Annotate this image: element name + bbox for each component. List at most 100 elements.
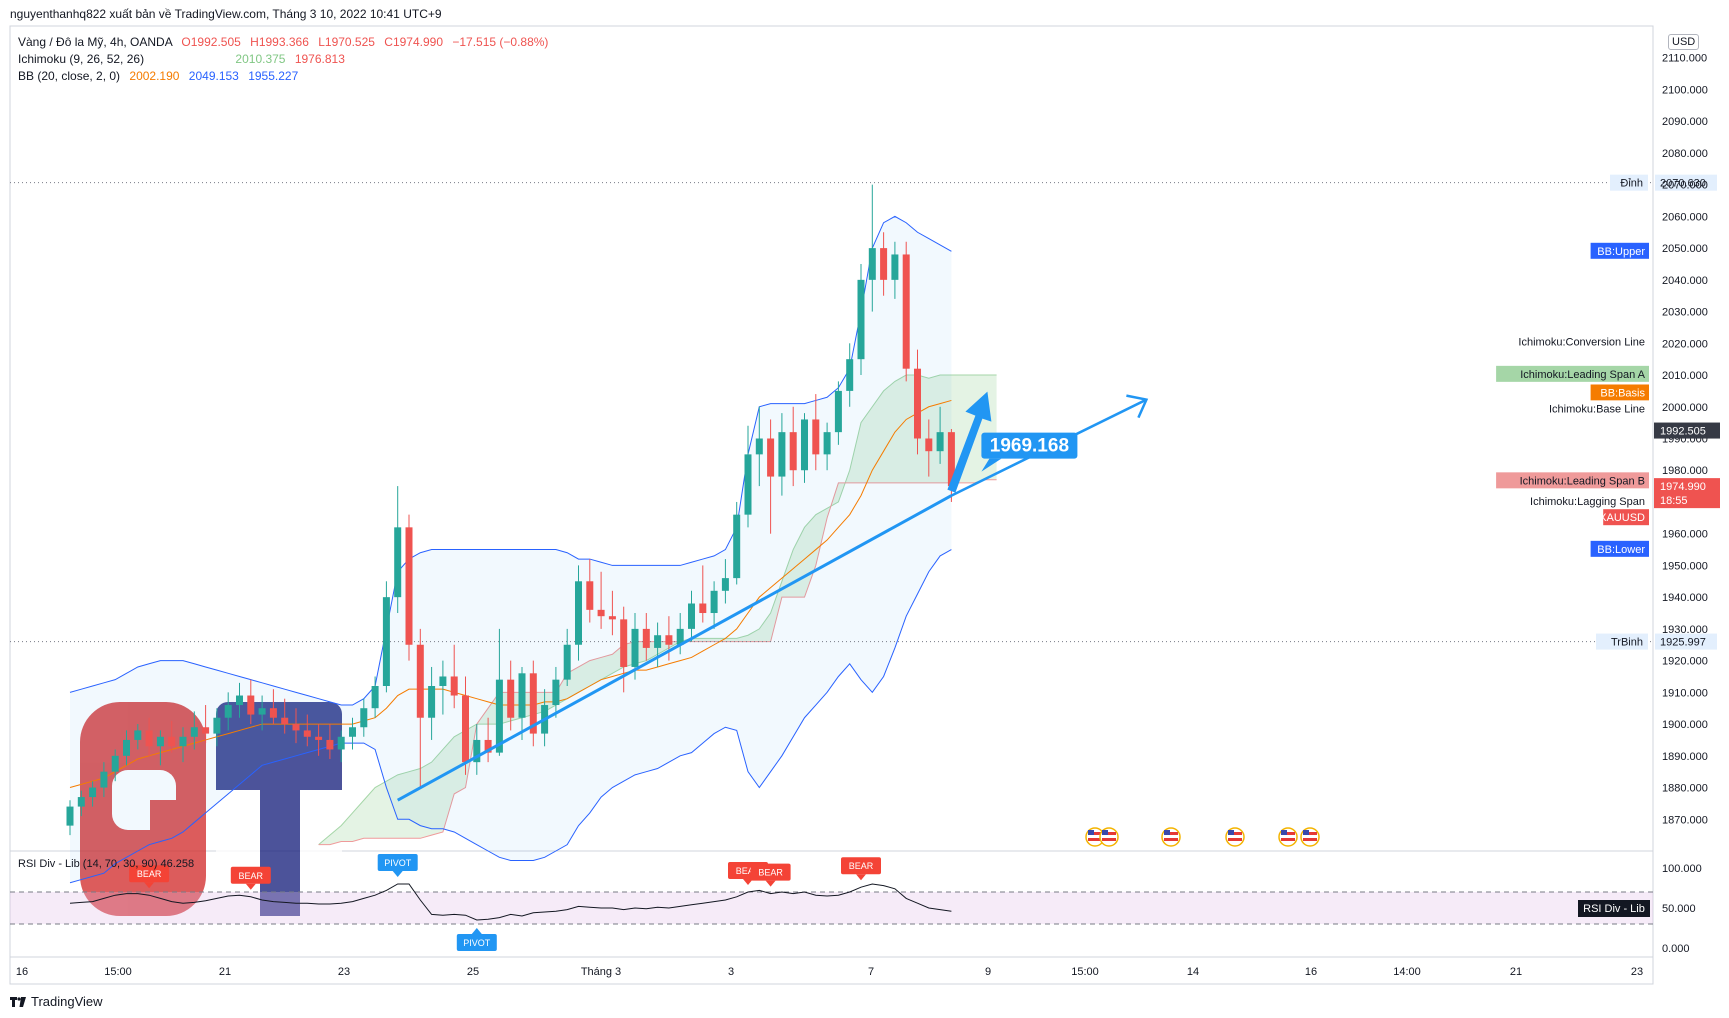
us-flag-icon[interactable] xyxy=(1099,827,1119,847)
candle-body xyxy=(258,708,266,715)
rsi-signal-pointer-4 xyxy=(743,879,753,885)
candle-body xyxy=(947,432,955,487)
rsi-signal-pointer-2 xyxy=(392,871,403,877)
rsi-pane: BEAR BEARPIVOTPIVOTBEARBEARBEAR0.00050.00… xyxy=(10,854,1702,955)
rsi-tick-2: 100.000 xyxy=(1662,863,1702,875)
x-tick-label: 7 xyxy=(868,966,874,978)
hline-label-bg-1 xyxy=(1596,633,1648,650)
candle-body xyxy=(450,676,458,696)
us-flag-icon[interactable] xyxy=(1278,827,1298,847)
y-tick-label: 1880.000 xyxy=(1662,783,1708,795)
right-tag-bg-3 xyxy=(1590,384,1649,401)
rsi-signal-2: PIVOT xyxy=(384,858,412,868)
bb-lower-value: 1955.227 xyxy=(248,69,299,83)
candle-body xyxy=(767,438,775,477)
economic-events[interactable] xyxy=(1085,827,1320,847)
y-tick-label: 1890.000 xyxy=(1662,751,1708,763)
ohlc-change: −17.515 (−0.88%) xyxy=(452,35,549,49)
y-tick-label: 2020.000 xyxy=(1662,338,1708,350)
us-flag-icon[interactable] xyxy=(1225,827,1245,847)
y-tick-label: 1930.000 xyxy=(1662,624,1708,636)
candle-body xyxy=(134,730,142,740)
x-tick-label: 15:00 xyxy=(1071,966,1099,978)
candle-body xyxy=(326,739,334,750)
y-tick-label: 2090.000 xyxy=(1662,116,1708,128)
y-tick-label: 2050.000 xyxy=(1662,243,1708,255)
rsi-line xyxy=(69,883,952,921)
footer-brand[interactable]: TradingView xyxy=(10,994,103,1009)
price-callout-pointer xyxy=(981,458,1002,472)
candle-body xyxy=(608,616,616,620)
candle-body xyxy=(710,590,718,614)
ichimoku-label: Ichimoku (9, 26, 52, 26) xyxy=(18,52,145,66)
candle-body xyxy=(303,730,311,737)
us-flag-icon[interactable] xyxy=(1085,827,1105,847)
horizontal-lines: Đỉnh 2070.630 TrBinh 1925.997 xyxy=(10,174,1717,650)
candle-body xyxy=(834,390,842,433)
price-tag-countdown: 18:55 xyxy=(1660,495,1688,507)
x-tick-label: 3 xyxy=(728,966,734,978)
candle-body xyxy=(699,603,707,614)
right-tag-6: Ichimoku:Lagging Span xyxy=(1530,496,1645,508)
symbol-legend[interactable]: Vàng / Đô la Mỹ, 4h, OANDA O1992.505 H19… xyxy=(18,34,548,51)
ohlc-close: C1974.990 xyxy=(384,35,444,49)
hline-label-1: TrBinh xyxy=(1611,637,1643,649)
ichimoku-legend[interactable]: Ichimoku (9, 26, 52, 26) 2010.375 1976.8… xyxy=(18,51,548,68)
y-tick-label: 2100.000 xyxy=(1662,84,1708,96)
candle-body xyxy=(484,739,492,753)
candle-body xyxy=(213,717,221,734)
candle-body xyxy=(145,730,153,747)
candle-body xyxy=(281,717,289,725)
candle-body xyxy=(100,771,108,788)
candle-body xyxy=(744,454,752,515)
right-tag-0: BB:Upper xyxy=(1597,246,1645,258)
bb-legend[interactable]: BB (20, close, 2, 0) 2002.190 2049.153 1… xyxy=(18,68,548,85)
candle-body xyxy=(247,695,255,715)
hline-price-bg-0 xyxy=(1655,174,1717,191)
currency-badge[interactable]: USD xyxy=(1668,34,1700,50)
rsi-signal-bg-0 xyxy=(129,865,170,883)
x-tick-label: 21 xyxy=(219,966,231,978)
price-axis[interactable]: 1870.000 1880.000 1890.000 1900.000 1910.000… xyxy=(1662,53,1708,827)
candle-body xyxy=(168,736,176,747)
rsi-tick-1: 50.000 xyxy=(1662,903,1696,915)
candle-body xyxy=(778,432,786,477)
right-tag-1: Ichimoku:Conversion Line xyxy=(1518,337,1645,349)
candle-body xyxy=(371,686,379,709)
candle-body xyxy=(891,254,899,280)
rsi-signal-bg-6 xyxy=(841,857,881,875)
candle-body xyxy=(665,635,673,645)
y-tick-label: 2110.000 xyxy=(1662,53,1707,65)
us-flag-icon[interactable] xyxy=(1161,827,1181,847)
candle-body xyxy=(654,635,662,648)
x-tick-label: 21 xyxy=(1510,966,1522,978)
candle-body xyxy=(755,438,763,455)
rsi-tick-0: 0.000 xyxy=(1662,943,1690,955)
right-tag-bg-0 xyxy=(1590,242,1649,259)
us-flag-icon[interactable] xyxy=(1300,827,1320,847)
candle-body xyxy=(123,739,130,756)
rsi-signal-3: PIVOT xyxy=(463,938,491,948)
y-tick-label: 2040.000 xyxy=(1662,275,1708,287)
right-tag-5: Ichimoku:Leading Span B xyxy=(1520,475,1645,487)
candle-body xyxy=(529,673,537,734)
trendline[interactable] xyxy=(396,494,953,802)
footer-brand-label: TradingView xyxy=(31,994,103,1009)
time-axis[interactable]: 16 15:00 21 23 25 Tháng 3 3 7 9 15:00 14 16 14:00 21 2… xyxy=(16,966,1643,978)
ohlc-low: L1970.525 xyxy=(318,35,375,49)
rsi-tag-bg xyxy=(1578,900,1650,917)
x-tick-label: 23 xyxy=(338,966,350,978)
candle-body xyxy=(846,359,854,391)
rsi-legend[interactable]: RSI Div - Lib (14, 70, 30, 90) 46.258 xyxy=(18,858,195,870)
bb-label: BB (20, close, 2, 0) xyxy=(18,69,121,83)
y-tick-label: 1900.000 xyxy=(1662,719,1708,731)
bb-upper-value: 2049.153 xyxy=(188,69,239,83)
candle-body xyxy=(292,724,300,731)
up-arrow-icon[interactable] xyxy=(947,391,992,493)
y-tick-label: 2000.000 xyxy=(1662,402,1708,414)
candle-body xyxy=(868,248,876,280)
candle-body xyxy=(337,736,345,750)
right-tag-bg-4 xyxy=(1527,400,1649,417)
price-tag-bg-1 xyxy=(1654,478,1720,509)
